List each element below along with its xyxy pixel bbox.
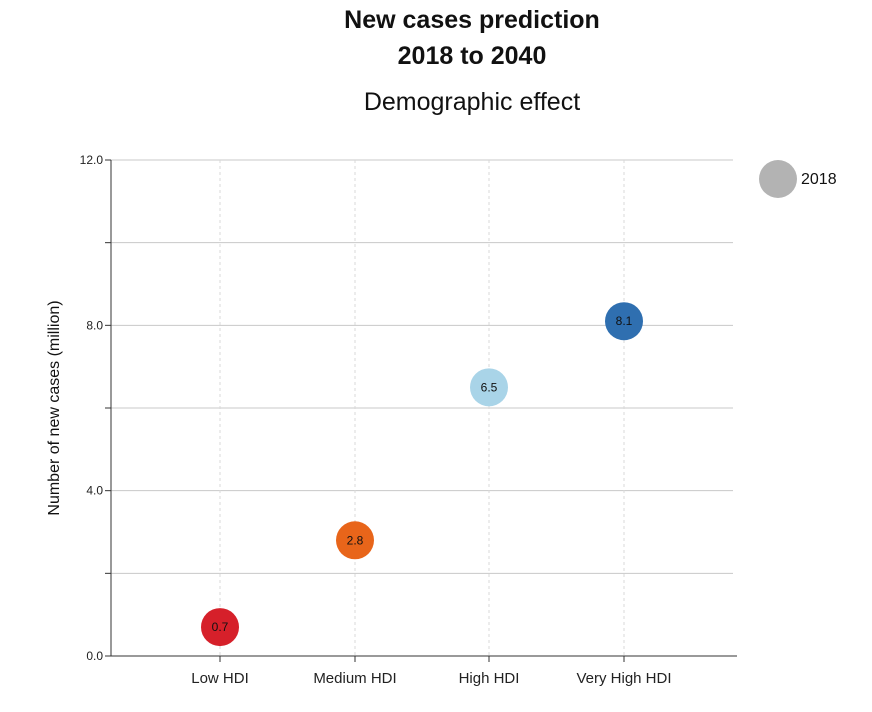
y-tick-label: 12.0 bbox=[80, 153, 104, 167]
data-point[interactable] bbox=[605, 302, 643, 341]
chart-subtitle: Demographic effect bbox=[363, 88, 581, 116]
data-point[interactable] bbox=[336, 521, 374, 560]
data-label: 2.8 bbox=[347, 533, 364, 547]
data-points: 0.7 2.8 6.5 8.1 bbox=[201, 302, 643, 647]
data-label: 0.7 bbox=[212, 620, 229, 634]
legend-label-2018: 2018 bbox=[801, 171, 837, 188]
x-tick-label: Medium HDI bbox=[313, 670, 396, 687]
x-tick-label: Low HDI bbox=[191, 670, 249, 687]
chart-title-line-2: 2018 to 2040 bbox=[397, 42, 547, 70]
x-tick-label: High HDI bbox=[459, 670, 520, 687]
y-tick-label: 8.0 bbox=[86, 318, 103, 332]
legend-swatch-2018 bbox=[759, 160, 797, 198]
data-label: 6.5 bbox=[481, 380, 498, 394]
chart-title-line-1: New cases prediction bbox=[344, 6, 600, 34]
x-ticks: Low HDI Medium HDI High HDI Very High HDI bbox=[191, 656, 672, 687]
y-ticks: 0.0 4.0 8.0 12.0 bbox=[80, 153, 111, 663]
y-tick-label: 4.0 bbox=[86, 484, 103, 498]
y-tick-label: 0.0 bbox=[86, 649, 103, 663]
x-tick-label: Very High HDI bbox=[576, 670, 671, 687]
gridlines bbox=[111, 159, 733, 656]
data-point[interactable] bbox=[470, 368, 508, 407]
data-label: 8.1 bbox=[616, 314, 633, 328]
legend: 2018 bbox=[759, 160, 837, 198]
data-point[interactable] bbox=[201, 608, 239, 647]
y-axis-label: Number of new cases (million) bbox=[46, 300, 63, 515]
